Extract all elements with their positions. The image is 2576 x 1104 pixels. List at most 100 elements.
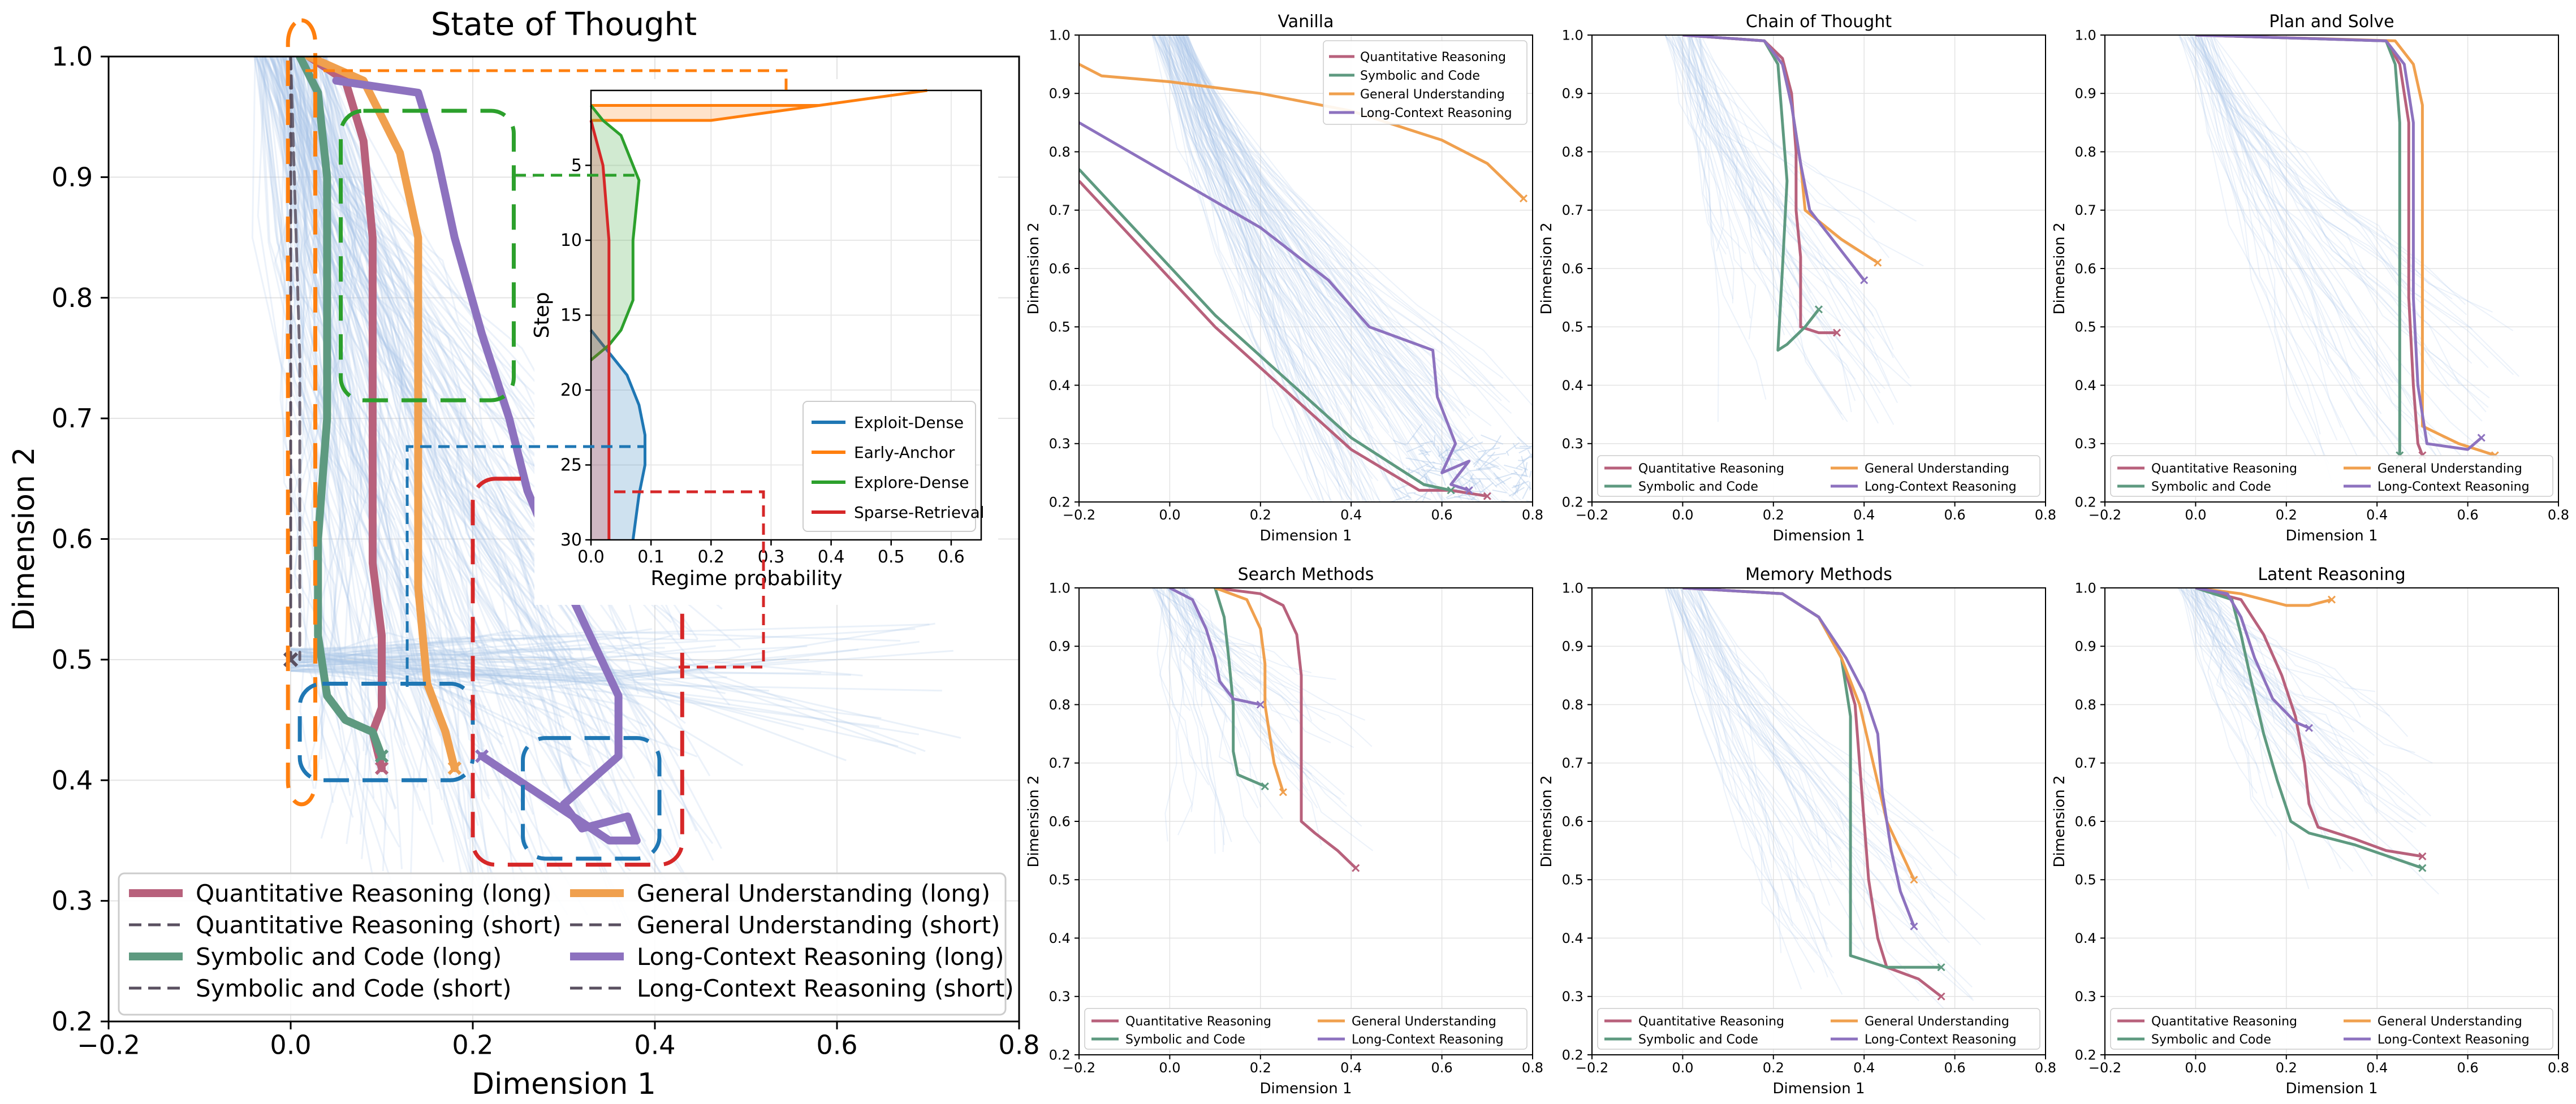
legend-label: Quantitative Reasoning (short) <box>196 911 562 939</box>
regime-region-box <box>339 109 516 402</box>
y-axis-label: Dimension 2 <box>2051 775 2068 867</box>
background-trajectory <box>1677 588 1799 940</box>
background-trajectory <box>1422 460 1442 465</box>
background-trajectory <box>1675 588 1973 988</box>
background-trajectory <box>1529 470 1532 478</box>
legend-label: Long-Context Reasoning <box>2377 480 2530 494</box>
background-trajectory <box>1170 588 1276 767</box>
background-trajectory <box>1422 491 1428 502</box>
legend-frame <box>1084 1008 1528 1050</box>
background-trajectory <box>1664 35 1924 267</box>
x-tick-label: 0.0 <box>577 547 605 567</box>
x-tick-label: 0.4 <box>2366 507 2388 523</box>
x-tick-label: 0.0 <box>1672 507 1693 523</box>
background-trajectory <box>1664 35 1728 249</box>
series-end-marker <box>1937 963 1945 972</box>
background-trajectory <box>1181 35 1455 412</box>
background-trajectory <box>2194 35 2453 300</box>
background-trajectory <box>2203 588 2427 827</box>
background-trajectory <box>1177 35 1399 502</box>
x-tick-label: 0.0 <box>1159 507 1180 523</box>
background-trajectory <box>1517 436 1528 447</box>
background-trajectory <box>297 57 370 835</box>
background-trajectory <box>280 57 353 839</box>
y-tick-label: 1.0 <box>51 41 93 72</box>
y-tick-label: 30 <box>560 530 582 550</box>
background-trajectory <box>1180 35 1448 502</box>
background-trajectory <box>288 57 655 920</box>
background-trajectory <box>2194 588 2433 764</box>
background-trajectory <box>1170 35 1461 412</box>
series-end-marker <box>2418 864 2427 872</box>
background-trajectory <box>1186 35 1464 502</box>
background-trajectory <box>1500 481 1502 483</box>
background-trajectory <box>1180 588 1304 717</box>
background-trajectory <box>290 648 597 674</box>
background-trajectory <box>258 57 451 757</box>
legend-label: Quantitative Reasoning <box>2151 1015 2297 1029</box>
background-trajectory <box>1181 588 1302 692</box>
background-trajectory <box>1155 588 1309 791</box>
background-trajectory <box>290 648 586 658</box>
background-trajectory <box>1504 464 1523 471</box>
background-trajectory <box>1694 588 1865 930</box>
x-tick-label: 0.4 <box>634 1030 675 1060</box>
background-trajectory <box>316 57 712 919</box>
background-trajectory <box>1162 35 1350 502</box>
background-trajectory <box>1666 588 1951 903</box>
background-trajectory <box>1392 486 1412 499</box>
background-trajectory <box>1694 35 1775 237</box>
connector-arrow <box>405 445 645 687</box>
background-trajectory <box>2205 35 2401 442</box>
background-trajectory <box>1688 588 1820 846</box>
y-tick-label: 0.8 <box>2075 144 2096 160</box>
background-trajectory <box>290 651 804 731</box>
background-trajectory <box>304 57 354 818</box>
x-tick-label: 0.4 <box>1853 1060 1875 1076</box>
background-trajectory <box>1686 588 1960 859</box>
background-trajectory <box>290 650 615 763</box>
background-trajectory <box>290 634 673 687</box>
x-tick-label: −0.2 <box>1576 507 1608 523</box>
background-trajectory <box>262 57 383 927</box>
background-trajectory <box>325 57 579 774</box>
background-trajectory <box>1176 35 1359 502</box>
background-trajectory <box>1185 35 1438 502</box>
background-trajectory <box>290 655 899 747</box>
y-tick-label: 0.3 <box>1049 989 1071 1005</box>
background-trajectory <box>1518 445 1533 454</box>
legend-frame <box>2110 455 2553 497</box>
y-tick-label: 0.4 <box>1049 378 1071 393</box>
background-trajectory <box>2199 588 2414 833</box>
background-trajectory <box>1419 450 1437 471</box>
y-tick-label: 0.2 <box>51 1006 93 1037</box>
series-line-longcontext <box>1682 35 1866 282</box>
y-tick-label: 0.4 <box>2075 930 2096 946</box>
background-trajectory <box>2202 588 2277 837</box>
background-trajectory <box>2189 588 2431 817</box>
background-trajectory <box>1155 35 1370 502</box>
background-trajectory <box>1156 588 1197 812</box>
background-trajectory <box>2201 588 2258 794</box>
panel-title: Plan and Solve <box>2269 12 2394 32</box>
background-trajectory <box>290 650 953 677</box>
y-tick-label: 0.7 <box>1049 755 1071 771</box>
background-trajectory <box>1677 35 1844 346</box>
legend-label: General Understanding (long) <box>637 880 990 907</box>
background-trajectory <box>1683 588 1986 920</box>
background-trajectory <box>1506 451 1509 456</box>
background-trajectory <box>1181 35 1341 487</box>
background-trajectory <box>307 57 635 932</box>
series-line-quantitative <box>1079 180 1488 498</box>
background-trajectory <box>1475 466 1495 470</box>
background-trajectory <box>1186 35 1349 425</box>
inset-x-axis-label: Regime probability <box>650 567 842 590</box>
background-trajectory <box>272 57 403 869</box>
background-trajectory <box>288 57 540 860</box>
background-trajectory <box>1160 35 1445 502</box>
legend-label: Symbolic and Code <box>2151 480 2271 494</box>
background-trajectory <box>2212 35 2382 414</box>
background-trajectory <box>1505 442 1520 453</box>
background-trajectory <box>2199 35 2338 441</box>
